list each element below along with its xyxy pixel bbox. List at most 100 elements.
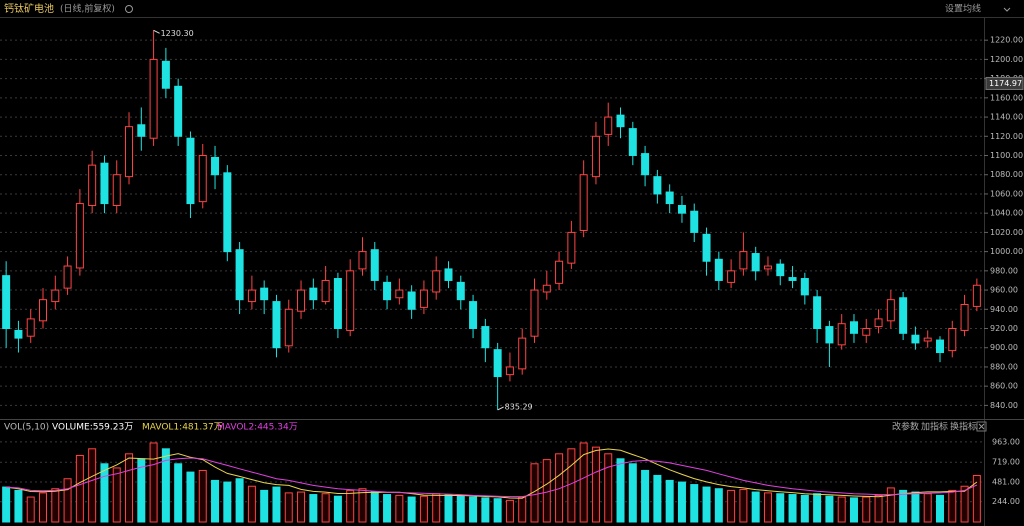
volume-bar [75, 454, 84, 523]
y-tick-label: 980.00 [990, 266, 1018, 275]
volume-bar [763, 492, 772, 523]
volume-bar [407, 496, 416, 523]
volume-bar [616, 458, 625, 523]
candle-body [923, 337, 932, 342]
volume-bar [370, 491, 379, 523]
candle-body [14, 329, 23, 339]
volume-bar [383, 494, 392, 523]
candle-body [432, 270, 441, 293]
ma-line [6, 457, 978, 498]
annotation-label: 835.29 [505, 402, 533, 411]
volume-bar [161, 448, 170, 523]
ma-settings[interactable]: 设置均线 [945, 3, 981, 15]
volume-bar [125, 453, 134, 523]
volume-bar [899, 489, 908, 523]
candle-body [370, 249, 379, 281]
candle-body [911, 334, 920, 344]
candle-body [665, 191, 674, 205]
volume-bar [469, 496, 478, 523]
candle-body [751, 253, 760, 272]
y-tick-label: 481.00 [992, 477, 1020, 486]
volume-bar [444, 494, 453, 523]
volume-bar [63, 478, 72, 523]
volume-bar [505, 499, 514, 523]
candle-body [100, 162, 109, 205]
candle-body [727, 270, 736, 283]
volume-bar [186, 471, 195, 523]
volume-bar [149, 442, 158, 523]
tool-button[interactable]: 加指标 [921, 421, 948, 433]
candle-body [813, 296, 822, 330]
candle-body [800, 278, 809, 296]
candle-body [198, 155, 207, 203]
candle-body [972, 284, 981, 307]
candle-body [2, 275, 11, 330]
candle-body [776, 263, 785, 277]
candle-body [260, 287, 269, 301]
y-tick-label: 719.00 [992, 458, 1020, 467]
ma-line [6, 448, 978, 499]
volume-bar [432, 493, 441, 523]
y-tick-label: 1160.00 [990, 93, 1023, 102]
candle-body [493, 349, 502, 378]
dropdown-arrow [1003, 7, 1011, 12]
volume-bar [923, 493, 932, 523]
volume-bar [112, 467, 121, 523]
volume-bar [26, 496, 35, 523]
volume-bar [333, 495, 342, 523]
candle-body [235, 249, 244, 301]
candle-body [309, 287, 318, 301]
tool-button[interactable]: 换指标 [950, 421, 977, 433]
candle-body [456, 281, 465, 301]
y-tick-label: 860.00 [990, 382, 1018, 391]
y-tick-label: 940.00 [990, 305, 1018, 314]
candle-body [849, 321, 858, 334]
candle-body [579, 174, 588, 231]
volume-bar [837, 496, 846, 523]
candle-body [935, 339, 944, 354]
volume-bar [235, 478, 244, 523]
y-tick-label: 1000.00 [990, 247, 1023, 256]
tool-button[interactable]: 改参数 [892, 421, 919, 433]
last-price-box [985, 76, 1024, 90]
candle-body [247, 289, 256, 303]
volume-bar [223, 481, 232, 523]
volume-bar [555, 453, 564, 523]
volume-bar [493, 498, 502, 523]
y-tick-label: 920.00 [990, 324, 1018, 333]
volume-bar [419, 495, 428, 523]
volume-bar [591, 446, 600, 523]
candle-body [419, 289, 428, 308]
volume-bar [727, 489, 736, 523]
volume-bar [542, 459, 551, 523]
volume-bar [751, 491, 760, 523]
candle-body [333, 278, 342, 330]
candle-body [899, 297, 908, 334]
volume-bar [174, 463, 183, 523]
volume-bar [284, 492, 293, 523]
volume-bar [604, 453, 613, 523]
candle-body [948, 328, 957, 352]
close-button[interactable] [976, 421, 987, 432]
volume-bar [677, 481, 686, 523]
candle-body [223, 172, 232, 253]
annotation-line [153, 29, 160, 34]
settings-icon[interactable] [125, 5, 133, 13]
candle-body [407, 291, 416, 310]
candle-body [444, 268, 453, 281]
volume-bar [272, 486, 281, 523]
volume-bar [247, 485, 256, 523]
candle-body [63, 265, 72, 289]
y-tick-label: 1060.00 [990, 189, 1023, 198]
indicator-name: VOL(5,10) [4, 423, 49, 433]
volume-bar [800, 494, 809, 523]
volume-bar [690, 484, 699, 523]
candle-body [739, 251, 748, 270]
volume-bar [530, 463, 539, 523]
y-tick-label: 963.00 [992, 437, 1020, 446]
volume-bar [321, 493, 330, 523]
y-tick-label: 244.00 [992, 497, 1020, 506]
volume-bar [739, 489, 748, 523]
volume-bar [579, 442, 588, 523]
candle-body [702, 233, 711, 262]
